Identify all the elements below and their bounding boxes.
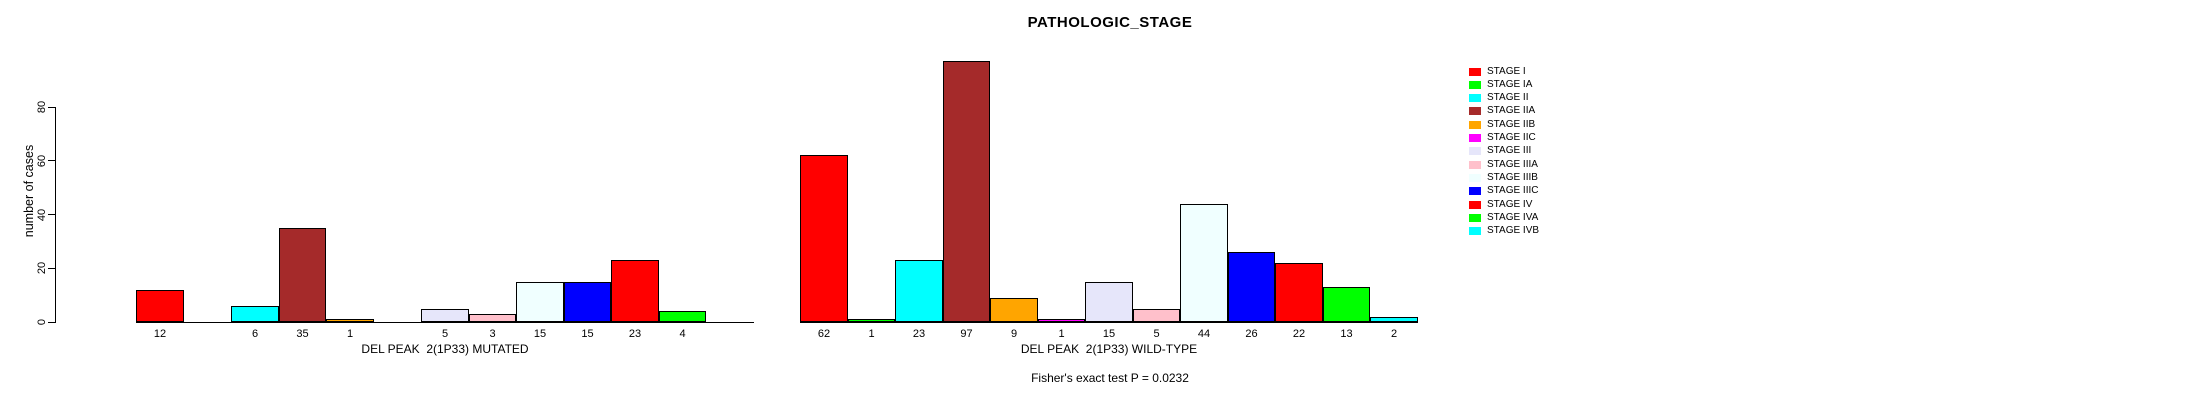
legend-swatch-stage-iiib: [1469, 173, 1481, 182]
bar-stage-iiia: [1133, 309, 1180, 322]
legend-swatch-stage-iia: [1469, 107, 1481, 116]
group-label: DEL PEAK 2(1P33) MUTATED: [361, 342, 529, 356]
bar-stage-iva: [659, 311, 706, 322]
y-axis-tick: [48, 267, 55, 269]
legend-label: STAGE I: [1487, 65, 1526, 77]
bar-count-label: 1: [346, 328, 354, 340]
bar-count-label: 35: [296, 328, 309, 340]
legend-label: STAGE III: [1487, 145, 1532, 157]
legend-swatch-stage-iib: [1469, 120, 1481, 129]
bar-stage-ii: [231, 306, 279, 322]
legend-swatch-stage-ii: [1469, 94, 1481, 103]
bar-stage-iia: [279, 228, 326, 322]
bar-count-label: 6: [251, 328, 259, 340]
y-axis-tick: [48, 214, 55, 215]
bar-stage-iiic: [564, 282, 611, 322]
y-axis-tick: [48, 106, 55, 108]
bar-stage-iv: [1275, 263, 1323, 322]
legend-label: STAGE IVA: [1487, 211, 1539, 223]
bar-count-label: 15: [581, 328, 594, 340]
bar-count-label: 15: [533, 328, 547, 340]
legend-swatch-stage-ivb: [1469, 227, 1481, 236]
bar-stage-iii: [421, 309, 469, 322]
legend-label: STAGE IIIA: [1487, 158, 1538, 170]
bar-stage-ivb: [1370, 317, 1418, 322]
bar-stage-iiib: [1180, 204, 1228, 322]
bar-count-label: 62: [817, 328, 831, 340]
legend-label: STAGE IA: [1487, 78, 1533, 90]
bar-stage-i: [800, 155, 848, 322]
bar-count-label: 22: [1292, 328, 1306, 340]
bar-count-label: 4: [679, 328, 686, 340]
bar-stage-iii: [1085, 282, 1133, 322]
bar-count-label: 5: [441, 328, 449, 340]
legend-swatch-stage-iiic: [1469, 187, 1481, 196]
legend-swatch-stage-iva: [1469, 213, 1481, 222]
y-axis-tick-label: 20: [36, 262, 48, 275]
bar-stage-iv: [611, 260, 659, 322]
legend-swatch-stage-iic: [1469, 134, 1481, 142]
bar-count-label: 9: [1010, 328, 1018, 340]
legend-swatch-stage-i: [1469, 67, 1481, 76]
y-axis-label: number of cases: [22, 144, 36, 238]
y-axis-tick: [48, 321, 55, 323]
bar-count-label: 5: [1153, 328, 1160, 340]
bar-count-label: 23: [912, 328, 926, 340]
legend-label: STAGE IIIB: [1487, 171, 1538, 183]
legend-label: STAGE IIA: [1487, 105, 1536, 117]
bar-stage-iva: [1323, 287, 1370, 322]
bar-count-label: 13: [1340, 328, 1353, 340]
legend-swatch-stage-iiia: [1469, 160, 1481, 169]
y-axis-tick-label: 60: [36, 154, 48, 167]
bar-stage-iiib: [516, 282, 564, 322]
y-axis-tick-label: 40: [36, 208, 48, 221]
legend-swatch-stage-ia: [1469, 80, 1481, 89]
legend-label: STAGE II: [1487, 92, 1529, 104]
group-label: DEL PEAK 2(1P33) WILD-TYPE: [1020, 342, 1198, 356]
legend-swatch-stage-iii: [1469, 147, 1481, 156]
y-axis-tick: [48, 160, 55, 162]
bar-stage-ii: [895, 260, 943, 322]
bar-stage-ia: [848, 319, 895, 322]
bar-stage-iiic: [1228, 252, 1275, 322]
bar-count-label: 1: [868, 328, 875, 340]
bar-count-label: 26: [1245, 328, 1258, 340]
bar-stage-iiia: [469, 314, 516, 322]
chart-title: PATHOLOGIC_STAGE: [1027, 14, 1193, 31]
y-axis-tick-label: 80: [36, 100, 48, 114]
bar-count-label: 23: [628, 328, 642, 340]
legend-label: STAGE IIB: [1487, 118, 1536, 130]
y-axis-line: [55, 107, 56, 323]
legend-label: STAGE IV: [1487, 198, 1533, 210]
bar-stage-iic: [1038, 319, 1085, 322]
legend-label: STAGE IIC: [1487, 132, 1536, 143]
fisher-annotation: Fisher's exact test P = 0.0232: [1031, 371, 1189, 385]
x-axis-baseline: [800, 322, 1418, 323]
x-axis-baseline: [136, 322, 754, 323]
bar-count-label: 15: [1102, 328, 1116, 340]
bar-count-label: 1: [1058, 328, 1065, 340]
bar-count-label: 3: [489, 328, 496, 340]
bar-count-label: 2: [1390, 328, 1398, 340]
y-axis-tick-label: 0: [36, 318, 48, 326]
legend-label: STAGE IVB: [1487, 225, 1540, 237]
legend-swatch-stage-iv: [1469, 200, 1481, 209]
bar-count-label: 97: [960, 328, 973, 340]
legend-label: STAGE IIIC: [1487, 185, 1539, 197]
bar-stage-iib: [990, 298, 1038, 322]
bar-count-label: 44: [1197, 328, 1211, 340]
bar-count-label: 12: [153, 328, 167, 340]
bar-stage-i: [136, 290, 184, 322]
bar-stage-iib: [326, 319, 374, 322]
bar-stage-iia: [943, 61, 990, 322]
